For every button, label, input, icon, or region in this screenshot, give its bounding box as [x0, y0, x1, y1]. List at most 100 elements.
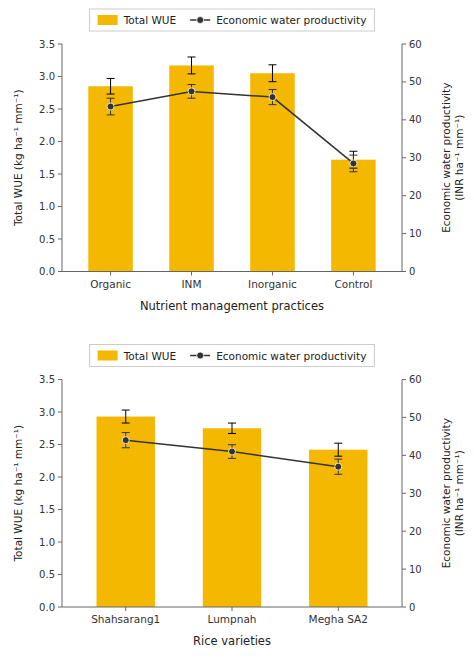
y2-tick-label: 10	[409, 564, 422, 575]
line	[126, 440, 339, 467]
y2-tick-label: 60	[409, 374, 422, 385]
y2-tick	[402, 531, 406, 532]
y2-tick-label: 30	[409, 488, 422, 499]
x-tick-label: Lumpnah	[208, 613, 257, 625]
error-bar	[122, 433, 130, 448]
y2-tick	[402, 455, 406, 456]
y-tick	[58, 379, 62, 380]
y-tick	[58, 174, 62, 175]
y-tick-label: 1.0	[39, 537, 55, 548]
y-tick	[58, 44, 62, 45]
y2-tick	[402, 271, 406, 272]
y-tick-label: 0.0	[39, 602, 55, 613]
legend: Total WUEEconomic water productivity	[90, 9, 375, 31]
y2-tick	[402, 417, 406, 418]
x-tick	[232, 607, 233, 611]
error-bar	[188, 85, 196, 99]
y-axis-label-line: Total WUE (kg ha⁻¹ mm⁻¹)	[12, 89, 24, 227]
y2-tick	[402, 157, 406, 158]
y2-tick-label: 60	[409, 39, 422, 50]
y2-axis-label-line: Economic water productivity	[440, 83, 452, 233]
x-tick-label: Megha SA2	[309, 613, 368, 625]
y2-tick-label: 0	[409, 602, 415, 613]
y-tick-label: 0.5	[39, 569, 55, 580]
y-tick-label: 3.0	[39, 407, 55, 418]
y-tick-label: 1.5	[39, 169, 55, 180]
y2-axis-label: Economic water productivity(INR ha⁻¹ mm⁻…	[440, 418, 465, 568]
y-tick	[58, 477, 62, 478]
y-tick-label: 2.5	[39, 439, 55, 450]
marker	[350, 160, 357, 167]
y2-tick-label: 50	[409, 76, 422, 87]
y-tick	[58, 542, 62, 543]
y2-tick	[402, 44, 406, 45]
y-tick-label: 3.5	[39, 39, 55, 50]
x-tick	[353, 272, 354, 276]
legend-swatch	[98, 15, 118, 25]
y-tick-label: 2.0	[39, 472, 55, 483]
x-tick	[110, 272, 111, 276]
x-tick-label: INM	[182, 278, 202, 290]
y-axis-label-line: Total WUE (kg ha⁻¹ mm⁻¹)	[12, 425, 24, 563]
y2-axis-label-group: Economic water productivity(INR ha⁻¹ mm⁻…	[440, 418, 465, 568]
marker	[269, 94, 276, 101]
y-axis-label: Total WUE (kg ha⁻¹ mm⁻¹)	[12, 89, 24, 227]
error-bar	[107, 98, 115, 115]
error-bar	[268, 90, 276, 105]
legend-frame	[90, 9, 375, 31]
x-tick-label: Inorganic	[248, 278, 297, 290]
legend-marker	[197, 17, 204, 24]
x-tick-label: Shahsarang1	[91, 613, 160, 625]
chart-panel: 0.00.51.01.52.02.53.03.50102030405060Org…	[12, 9, 465, 313]
bar	[97, 417, 155, 607]
legend: Total WUEEconomic water productivity	[90, 345, 375, 367]
y-tick-label: 2.0	[39, 136, 55, 147]
y-tick	[58, 444, 62, 445]
x-tick	[125, 607, 126, 611]
y2-tick-label: 20	[409, 190, 422, 201]
y2-tick-label: 20	[409, 526, 422, 537]
y2-tick-label: 10	[409, 228, 422, 239]
y2-axis-label-line: (INR ha⁻¹ mm⁻¹)	[453, 115, 465, 201]
y-tick	[58, 271, 62, 272]
error-bar	[334, 443, 342, 456]
x-tick	[338, 607, 339, 611]
y-tick-label: 1.5	[39, 504, 55, 515]
error-bar	[228, 445, 236, 459]
y-tick-label: 1.0	[39, 201, 55, 212]
y-axis-label: Total WUE (kg ha⁻¹ mm⁻¹)	[12, 425, 24, 563]
y2-tick-label: 40	[409, 450, 422, 461]
y2-tick-label: 30	[409, 152, 422, 163]
y2-tick	[402, 119, 406, 120]
y-tick	[58, 412, 62, 413]
error-bar	[349, 155, 357, 172]
y-tick	[58, 109, 62, 110]
marker	[229, 448, 236, 455]
y2-axis-label-group: Economic water productivity(INR ha⁻¹ mm⁻…	[440, 83, 465, 233]
y2-tick	[402, 195, 406, 196]
error-bar	[107, 78, 115, 94]
y-tick-label: 2.5	[39, 104, 55, 115]
legend-marker	[197, 352, 204, 359]
y2-tick	[402, 493, 406, 494]
bar	[169, 65, 214, 271]
y-tick-label: 0.5	[39, 234, 55, 245]
marker	[335, 463, 342, 470]
x-axis-label: Nutrient management practices	[140, 299, 324, 313]
line	[111, 91, 354, 163]
y-tick	[58, 76, 62, 77]
bar	[331, 160, 376, 272]
y2-axis-label-line: (INR ha⁻¹ mm⁻¹)	[453, 450, 465, 536]
marker	[122, 437, 129, 444]
error-bar	[349, 151, 357, 168]
legend-label: Economic water productivity	[216, 350, 366, 362]
marker	[188, 88, 195, 95]
y-tick	[58, 239, 62, 240]
y2-tick	[402, 233, 406, 234]
y2-tick-label: 0	[409, 266, 415, 277]
y-tick-label: 3.5	[39, 374, 55, 385]
error-bar	[268, 65, 276, 82]
y2-tick	[402, 379, 406, 380]
y-tick	[58, 574, 62, 575]
figure: 0.00.51.01.52.02.53.03.50102030405060Org…	[0, 0, 474, 671]
